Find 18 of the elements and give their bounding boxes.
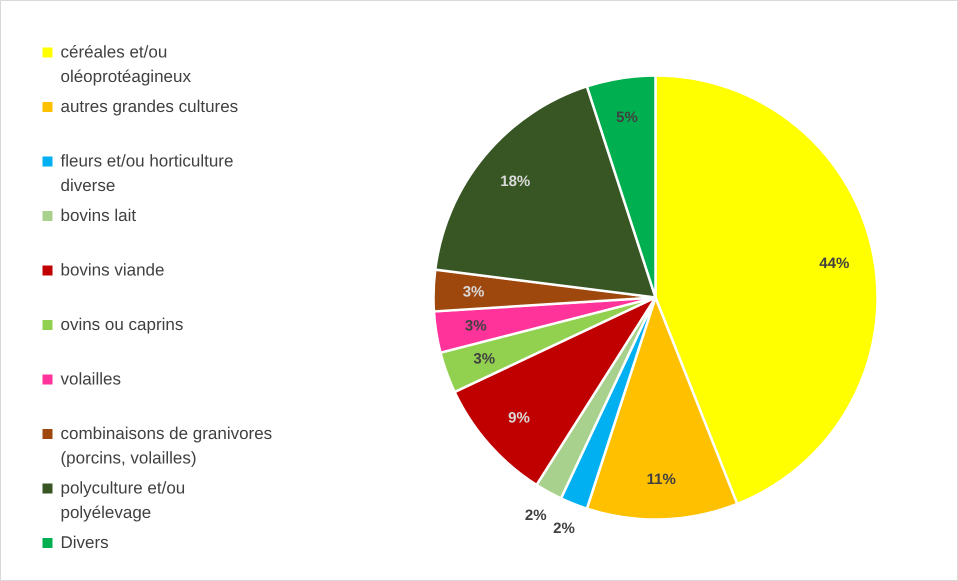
data-label: 3% — [462, 283, 484, 300]
legend-label: volailles — [60, 370, 121, 388]
legend-label: autres grandes cultures — [60, 97, 238, 116]
data-label: 5% — [616, 109, 638, 126]
data-label: 3% — [473, 350, 496, 368]
legend-label: bovins lait — [60, 206, 136, 225]
legend-label: Divers — [60, 533, 109, 552]
legend-label: polyculture et/ou polyélevage — [60, 478, 186, 522]
legend-label: ovins ou caprins — [60, 315, 184, 334]
data-label: 3% — [464, 317, 487, 334]
legend-label: combinaisons de granivores (porcins, volailles) — [60, 424, 272, 468]
data-label: 18% — [500, 172, 530, 190]
data-label: 44% — [819, 254, 850, 272]
legend-label: bovins viande — [60, 260, 164, 280]
data-label: 2% — [524, 506, 547, 524]
data-label: 2% — [553, 520, 575, 538]
data-label: 11% — [646, 470, 676, 488]
data-label: 9% — [508, 409, 530, 426]
